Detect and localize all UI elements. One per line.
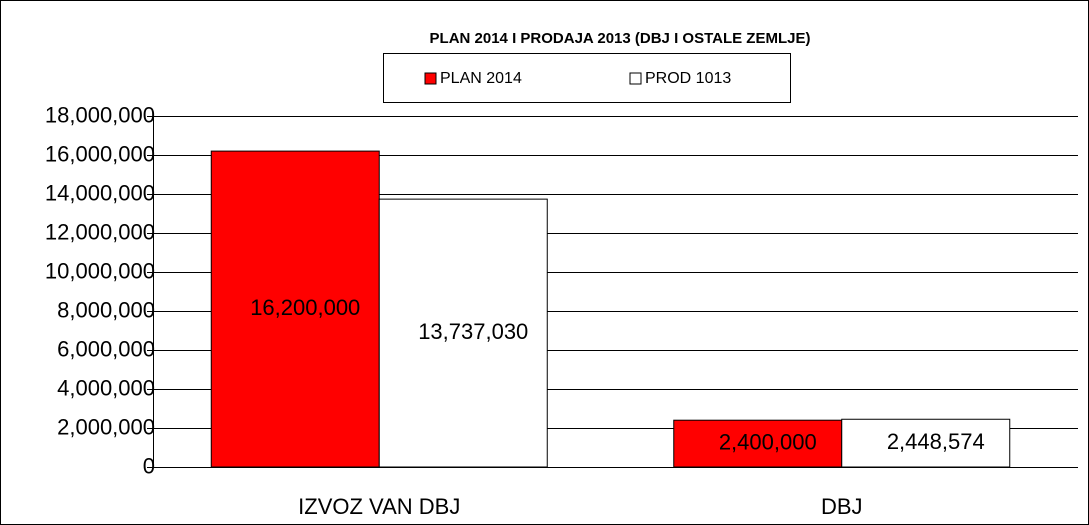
legend-box xyxy=(383,53,791,103)
data-label: 2,400,000 xyxy=(719,429,817,454)
y-tick-label: 6,000,000 xyxy=(57,336,155,361)
bar xyxy=(841,418,1011,468)
legend-swatch xyxy=(424,72,437,85)
data-label: 16,200,000 xyxy=(250,295,360,320)
x-tick-label: IZVOZ VAN DBJ xyxy=(298,494,460,519)
y-tick-label: 18,000,000 xyxy=(45,102,155,127)
data-label: 2,448,574 xyxy=(887,429,985,454)
y-tick-label: 8,000,000 xyxy=(57,297,155,322)
y-tick-label: 4,000,000 xyxy=(57,375,155,400)
y-tick-label: 14,000,000 xyxy=(45,180,155,205)
legend-swatch xyxy=(629,72,642,85)
bar xyxy=(673,419,843,468)
legend-label: PLAN 2014 xyxy=(440,70,522,87)
data-label: 13,737,030 xyxy=(418,319,528,344)
y-tick-label: 12,000,000 xyxy=(45,219,155,244)
y-tick-label: 10,000,000 xyxy=(45,258,155,283)
bar xyxy=(378,198,548,468)
y-tick-label: 2,000,000 xyxy=(57,414,155,439)
y-tick-label: 0 xyxy=(143,453,155,478)
chart-title: PLAN 2014 I PRODAJA 2013 (DBJ I OSTALE Z… xyxy=(430,30,811,47)
y-tick-label: 16,000,000 xyxy=(45,141,155,166)
x-tick-label: DBJ xyxy=(821,494,863,519)
legend-label: PROD 1013 xyxy=(645,70,731,87)
